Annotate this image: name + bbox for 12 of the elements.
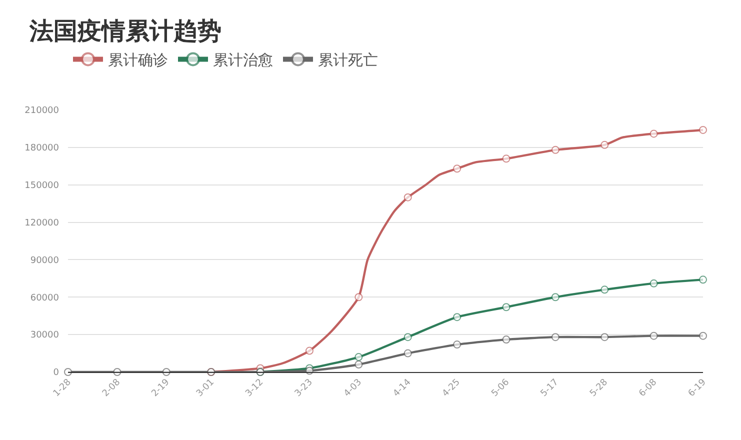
- y-tick-label: 150000: [24, 181, 60, 192]
- y-tick-label: 180000: [24, 144, 60, 154]
- y-tick-label: 90000: [30, 256, 60, 266]
- chart-title: 法国疫情累计趋势: [28, 16, 222, 45]
- y-tick-label: 0: [53, 368, 60, 378]
- y-tick-label: 120000: [24, 218, 60, 228]
- y-tick-label: 60000: [30, 293, 60, 304]
- legend-label: 累计治愈: [213, 51, 273, 70]
- y-tick-label: 30000: [30, 330, 60, 341]
- legend-label: 累计死亡: [318, 51, 378, 70]
- legend-label: 累计确诊: [108, 51, 168, 70]
- y-tick-label: 210000: [24, 106, 60, 116]
